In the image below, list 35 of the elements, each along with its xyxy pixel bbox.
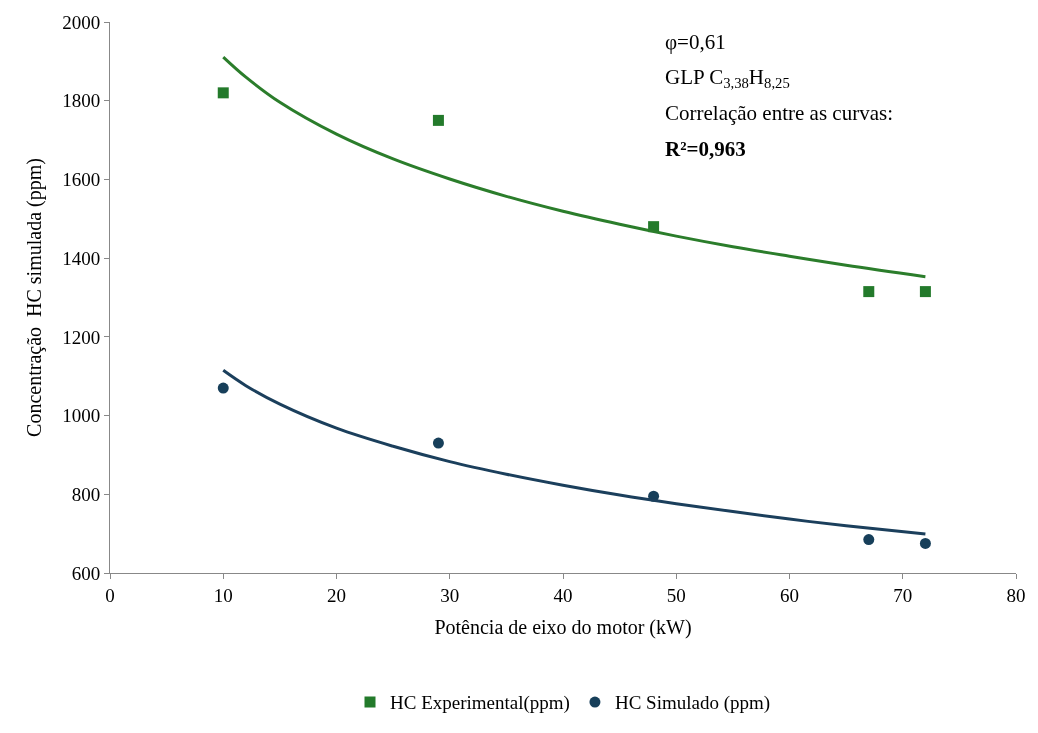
annotation: φ=0,61 [665, 30, 726, 54]
legend-label: HC Simulado (ppm) [614, 692, 771, 715]
y-tick-label: 1400 [62, 247, 101, 269]
legend-label: HC Experimental(ppm) [390, 692, 570, 715]
point [863, 286, 875, 298]
point [217, 382, 229, 394]
y-tick-label: 1200 [62, 326, 101, 348]
x-tick-label: 40 [553, 584, 573, 606]
x-tick-label: 30 [440, 584, 460, 606]
x-tick-label: 50 [666, 584, 686, 606]
y-tick-label: 1600 [62, 169, 101, 191]
x-tick-label: 70 [893, 584, 913, 606]
point [863, 534, 875, 546]
point [919, 537, 931, 549]
x-tick-label: 10 [213, 584, 233, 606]
y-tick-label: 1000 [62, 405, 101, 427]
point [432, 114, 444, 126]
y-tick-label: 600 [71, 562, 101, 584]
x-tick-label: 60 [780, 584, 799, 606]
line-series [221, 368, 927, 536]
annotation: R²=0,963 [665, 137, 746, 161]
line-series [221, 55, 927, 279]
x-axis-title: Potência de eixo do motor (kW) [434, 616, 692, 640]
point [432, 437, 444, 449]
x-tick-label: 80 [1006, 584, 1026, 606]
y-axis-title: Concentração HC simulada (ppm) [22, 158, 46, 437]
annotation: GLP C$_{3,38}$H$_{8,25}$ [665, 65, 790, 92]
point [919, 286, 931, 298]
y-tick-label: 1800 [62, 90, 101, 112]
y-tick-label: 800 [71, 483, 101, 505]
x-tick-label: 0 [105, 584, 115, 606]
annotation: Correlação entre as curvas: [665, 101, 893, 125]
y-tick-label: 2000 [62, 11, 101, 33]
point [217, 87, 229, 99]
x-tick-label: 20 [327, 584, 346, 606]
